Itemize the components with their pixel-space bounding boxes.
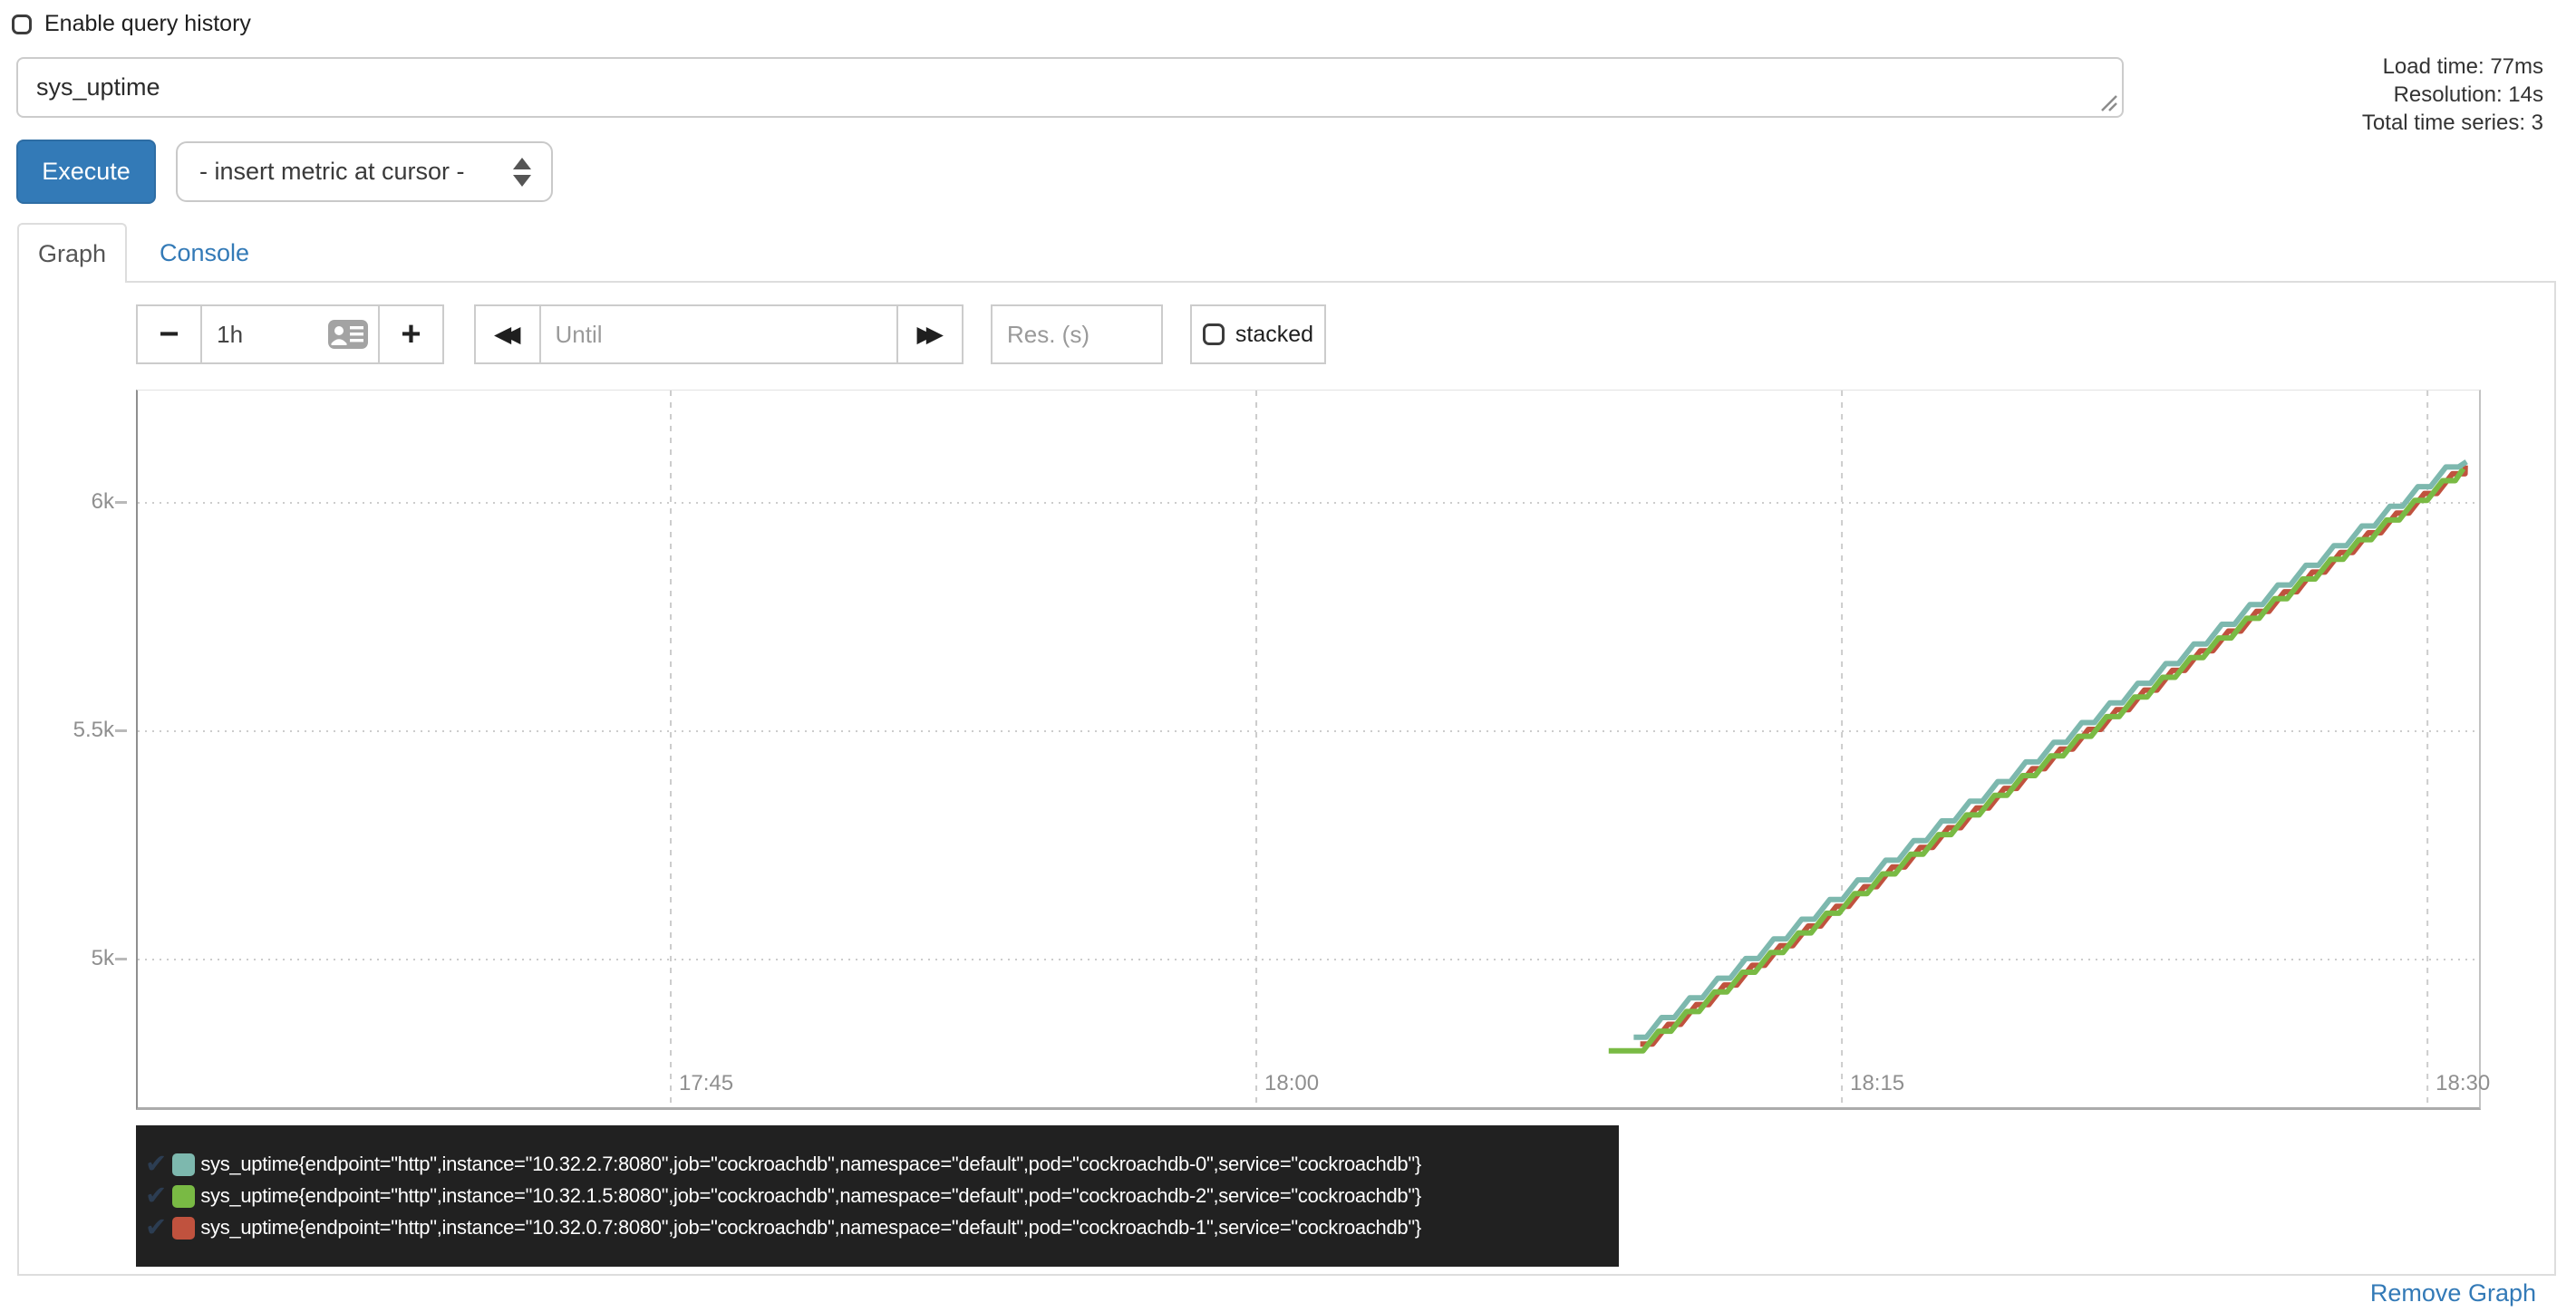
legend-series-label: sys_uptime{endpoint="http",instance="10.… xyxy=(200,1216,1421,1239)
insert-metric-select[interactable]: - insert metric at cursor - xyxy=(176,141,553,202)
x-tick-label: 18:30 xyxy=(2436,1071,2491,1095)
legend-series-label: sys_uptime{endpoint="http",instance="10.… xyxy=(200,1153,1421,1175)
stacked-checkbox[interactable] xyxy=(1202,323,1225,345)
resolution-box xyxy=(991,304,1163,364)
select-arrows-icon xyxy=(513,157,531,187)
legend-check-icon: ✔ xyxy=(145,1212,168,1242)
x-tick-label: 17:45 xyxy=(679,1071,734,1095)
resolution: Resolution: 14s xyxy=(2393,82,2543,107)
legend-item[interactable]: ✔ sys_uptime{endpoint="http",instance="10… xyxy=(145,1181,1610,1211)
query-input-wrap: sys_uptime xyxy=(16,57,2124,118)
legend-check-icon: ✔ xyxy=(145,1181,168,1211)
legend: ✔ sys_uptime{endpoint="http",instance="10… xyxy=(136,1125,1619,1267)
load-time: Load time: 77ms xyxy=(2382,54,2543,79)
tab-graph[interactable]: Graph xyxy=(17,223,127,283)
legend-swatch xyxy=(172,1184,196,1208)
range-control-group: − + xyxy=(136,304,444,364)
legend-swatch xyxy=(172,1216,196,1240)
enable-query-history-row: Enable query history xyxy=(12,11,251,37)
x-tick-label: 18:15 xyxy=(1850,1071,1905,1095)
series-line-0 xyxy=(1633,459,2468,1040)
query-expression-input[interactable]: sys_uptime xyxy=(16,57,2124,118)
series-line-2 xyxy=(1640,465,2468,1047)
stacked-toggle[interactable]: stacked xyxy=(1190,304,1326,364)
tab-console[interactable]: Console xyxy=(160,238,250,266)
gridlines xyxy=(138,391,2479,1108)
shift-back-button[interactable]: ◀◀ xyxy=(476,306,539,362)
shrink-range-button[interactable]: − xyxy=(138,306,201,362)
legend-item[interactable]: ✔ sys_uptime{endpoint="http",instance="10… xyxy=(145,1149,1610,1180)
shift-forward-button[interactable]: ▶▶ xyxy=(898,306,962,362)
until-input[interactable] xyxy=(540,306,897,362)
stacked-label: stacked xyxy=(1235,321,1314,347)
legend-check-icon: ✔ xyxy=(145,1149,168,1179)
series-lines xyxy=(1608,459,2468,1054)
chart-canvas xyxy=(138,391,2479,1108)
y-tick-mark xyxy=(115,501,127,504)
graph-panel xyxy=(17,281,2556,1276)
y-tick-mark xyxy=(115,958,127,960)
time-shift-group: ◀◀ ▶▶ xyxy=(474,304,964,364)
series-line-1 xyxy=(1608,467,2466,1054)
query-stats: Load time: 77ms Resolution: 14s Total ti… xyxy=(2362,53,2543,137)
enable-query-history-checkbox[interactable] xyxy=(12,14,32,34)
y-tick-label: 5k xyxy=(91,946,114,970)
x-tick-label: 18:00 xyxy=(1264,1071,1320,1095)
insert-metric-select-value: - insert metric at cursor - xyxy=(199,158,465,185)
legend-series-label: sys_uptime{endpoint="http",instance="10.… xyxy=(200,1184,1421,1207)
legend-swatch xyxy=(172,1153,196,1176)
y-axis-labels: 5k 5.5k 6k xyxy=(36,390,127,1110)
autofill-card-icon[interactable] xyxy=(327,319,369,350)
y-tick-label: 6k xyxy=(91,489,114,514)
y-tick-mark xyxy=(115,729,127,732)
total-time-series: Total time series: 3 xyxy=(2361,111,2543,135)
execute-button[interactable]: Execute xyxy=(16,140,156,204)
plot-area[interactable]: 17:45 18:00 18:15 18:30 xyxy=(136,390,2490,1110)
resolution-input[interactable] xyxy=(993,306,1161,362)
legend-item[interactable]: ✔ sys_uptime{endpoint="http",instance="10… xyxy=(145,1212,1610,1243)
enable-query-history-label: Enable query history xyxy=(44,11,251,36)
y-tick-label: 5.5k xyxy=(73,718,114,742)
grow-range-button[interactable]: + xyxy=(379,306,443,362)
remove-graph-link[interactable]: Remove Graph xyxy=(2369,1279,2536,1307)
